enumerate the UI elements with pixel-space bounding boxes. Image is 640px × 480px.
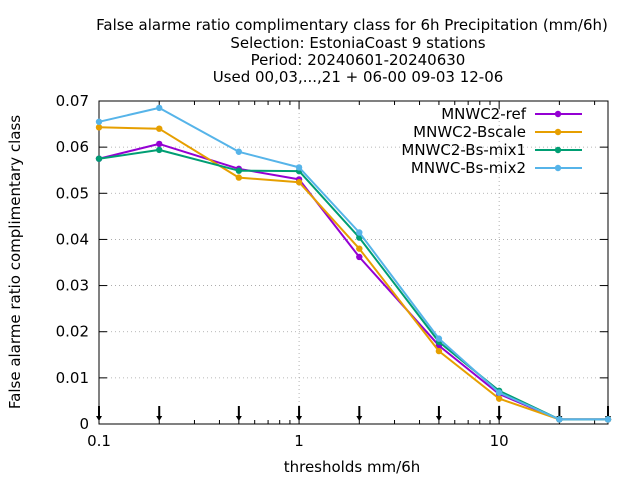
threshold-marker-arrowhead: [496, 416, 503, 421]
data-point: [604, 416, 612, 423]
x-tick-label: 0.1: [87, 432, 111, 450]
legend-swatch-point: [554, 128, 562, 136]
threshold-marker-arrowhead: [156, 416, 163, 421]
threshold-marker-arrowhead: [96, 416, 102, 421]
data-point: [435, 335, 443, 342]
data-point: [356, 245, 363, 252]
y-tick-label: 0.03: [56, 277, 89, 295]
y-tick-label: 0: [79, 415, 89, 433]
data-point: [156, 146, 163, 154]
legend-label: MNWC-Bs-mix2: [411, 159, 526, 177]
data-point: [356, 229, 363, 236]
axes: 0 0.01 0.02 0.03 0.04 0.05 0.06 0.07 0.1 1 10: [56, 92, 609, 450]
series-line-3: [98, 148, 608, 421]
threshold-marker-arrowhead: [235, 416, 242, 421]
x-axis-label: thresholds mm/6h: [284, 458, 421, 476]
data-point: [95, 118, 103, 125]
legend-label: MNWC2-Bscale: [413, 123, 526, 141]
plot-border: [98, 100, 609, 425]
data-point: [95, 124, 103, 131]
threshold-marker-arrowhead: [435, 416, 442, 421]
data-point: [295, 179, 303, 186]
x-tick-label: 10: [490, 432, 509, 450]
data-point: [435, 347, 443, 355]
threshold-marker-arrowhead: [296, 416, 303, 421]
y-tick-label: 0.06: [56, 138, 89, 156]
series-group: [95, 104, 612, 423]
data-point: [235, 167, 243, 174]
legend-label: MNWC2-ref: [441, 105, 526, 123]
data-point: [295, 164, 303, 171]
data-point: [156, 104, 163, 112]
data-point: [356, 253, 363, 261]
y-tick-label: 0.04: [56, 230, 89, 248]
chart-title: False alarme ratio complimentary class f…: [96, 16, 608, 86]
data-point: [156, 140, 163, 148]
title-line-2: Selection: EstoniaCoast 9 stations: [230, 34, 485, 52]
y-tick-label: 0.01: [56, 369, 89, 387]
threshold-marker-arrowhead: [356, 416, 363, 421]
legend-swatch-point: [554, 146, 562, 154]
data-point: [235, 148, 243, 155]
data-point: [156, 125, 163, 132]
grid: [99, 101, 608, 424]
legend-swatch-point: [554, 164, 562, 172]
y-tick-label: 0.05: [56, 184, 89, 202]
legend-label: MNWC2-Bs-mix1: [401, 141, 526, 159]
title-line-4: Used 00,03,...,21 + 06-00 09-03 12-06: [213, 68, 504, 86]
series-line-2: [98, 126, 608, 421]
legend: MNWC2-refMNWC2-BscaleMNWC2-Bs-mix1MNWC-B…: [401, 105, 582, 177]
data-point: [495, 395, 503, 402]
data-point: [495, 389, 503, 396]
x-tick-label: 1: [294, 432, 304, 450]
y-axis-label: False alarme ratio complimentary class: [6, 115, 24, 409]
legend-swatch-point: [554, 110, 562, 118]
y-tick-label: 0.07: [56, 92, 89, 110]
y-tick-label: 0.02: [56, 323, 89, 341]
data-point: [95, 155, 103, 162]
data-point: [235, 174, 243, 181]
title-line-1: False alarme ratio complimentary class f…: [96, 16, 608, 34]
title-line-3: Period: 20240601-20240630: [251, 51, 466, 69]
data-point: [556, 416, 563, 423]
